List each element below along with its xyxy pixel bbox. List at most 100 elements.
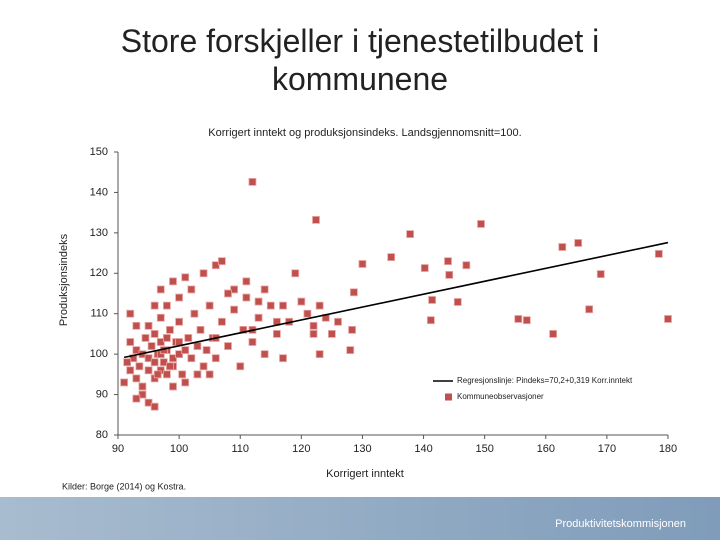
scatter-point [120, 378, 129, 387]
scatter-point [156, 338, 165, 346]
scatter-point [224, 342, 232, 350]
scatter-point [574, 239, 583, 247]
scatter-point [205, 370, 214, 379]
subtitle: Korrigert inntekt og produksjonsindeks. … [208, 127, 521, 139]
scatter-point [144, 354, 153, 363]
x-tick-label: 130 [353, 443, 371, 455]
scatter-point [199, 362, 208, 371]
scatter-point [150, 358, 159, 367]
scatter-point [428, 296, 437, 304]
scatter-point [196, 325, 205, 334]
scatter-point [312, 216, 320, 224]
scatter-point [239, 325, 248, 334]
scatter-point [260, 350, 269, 359]
y-tick-label: 100 [90, 348, 108, 360]
scatter-point [144, 321, 153, 330]
x-tick-label: 100 [170, 443, 188, 455]
scatter-point [184, 334, 193, 342]
scatter-point [272, 330, 281, 338]
scatter-point [596, 270, 605, 278]
scatter-point [224, 289, 232, 298]
scatter-point [217, 257, 226, 266]
scatter-point [132, 321, 141, 330]
x-tick-label: 120 [292, 443, 310, 455]
scatter-point [453, 298, 462, 306]
scatter-point [156, 313, 165, 322]
scatter-point [279, 354, 287, 363]
scatter-point [144, 398, 153, 407]
scatter-point [211, 261, 220, 270]
chart-title: Store forskjeller i tjenestetilbudet i k… [120, 23, 600, 97]
scatter-point [138, 382, 147, 391]
legend-label: Regresjonslinje: Pindeks=70,2+0,319 Korr… [457, 376, 633, 385]
x-tick-label: 170 [598, 443, 616, 455]
scatter-point [144, 366, 153, 375]
scatter-point [159, 358, 168, 367]
legend-swatch [445, 393, 452, 401]
scatter-point [549, 330, 558, 338]
scatter-point [444, 257, 452, 266]
scatter-point [193, 342, 202, 350]
y-tick-label: 130 [90, 227, 108, 239]
scatter-point [585, 305, 594, 314]
scatter-point [315, 350, 324, 359]
x-tick-label: 180 [659, 443, 677, 455]
scatter-point [169, 382, 177, 391]
scatter-point [166, 325, 174, 334]
scatter-point [166, 362, 174, 371]
scatter-point [291, 269, 300, 278]
scatter-point [175, 350, 184, 359]
scatter-point [315, 301, 324, 310]
scatter-point [126, 309, 135, 318]
y-tick-label: 120 [90, 267, 108, 279]
footer-text: Produktivitetskommisjonen [555, 518, 686, 530]
scatter-point [514, 315, 523, 323]
scatter-point [162, 370, 171, 379]
y-tick-label: 150 [90, 146, 108, 158]
y-tick-label: 90 [96, 388, 108, 400]
scatter-point [175, 293, 184, 302]
x-tick-label: 140 [414, 443, 432, 455]
scatter-point [181, 273, 190, 282]
scatter-point [327, 330, 336, 338]
scatter-point [242, 293, 251, 302]
scatter-point [217, 317, 226, 326]
scatter-point [248, 178, 257, 186]
scatter-point [349, 288, 358, 297]
scatter-point [202, 346, 211, 355]
scatter-point [178, 370, 187, 379]
scatter-point [236, 362, 245, 371]
scatter-point [230, 305, 239, 314]
scatter-point [254, 297, 263, 306]
scatter-point [462, 261, 471, 270]
scatter-point [230, 285, 239, 294]
scatter-point [309, 321, 318, 330]
scatter-point [199, 269, 208, 278]
footer-band: Produktivitetskommisjonen [0, 497, 720, 540]
scatter-point [169, 354, 177, 363]
scatter-point [297, 297, 306, 306]
scatter-point [181, 378, 190, 387]
scatter-point [132, 346, 141, 355]
scatter-point [242, 277, 251, 286]
scatter-point [156, 285, 165, 294]
x-axis-label: Korrigert inntekt [326, 468, 404, 480]
scatter-point [205, 301, 214, 310]
y-tick-label: 80 [96, 429, 108, 441]
scatter-point [169, 277, 177, 286]
scatter-point [141, 334, 150, 342]
scatter-point [138, 390, 147, 399]
scatter-point [193, 370, 202, 379]
scatter-point [162, 301, 171, 310]
scatter-point [150, 301, 159, 310]
scatter-point [387, 253, 396, 262]
scatter-point [147, 342, 156, 350]
scatter-point [348, 325, 356, 334]
scatter-point [426, 316, 435, 325]
y-tick-label: 110 [90, 308, 108, 320]
scatter-point [266, 301, 275, 310]
scatter-point [123, 358, 132, 367]
scatter-point [162, 334, 171, 342]
